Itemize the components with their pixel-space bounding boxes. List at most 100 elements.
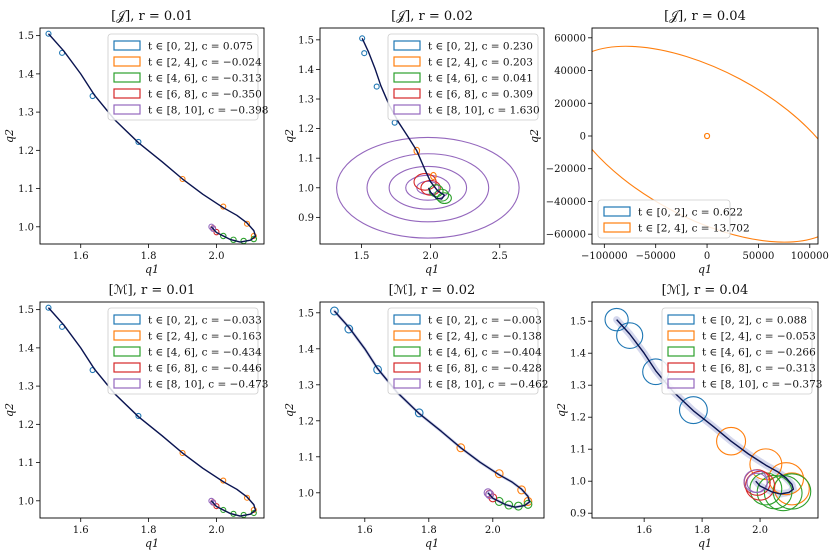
y-tick-label: 1.4 (298, 344, 314, 355)
covariance-ellipse-blue (45, 30, 52, 37)
legend-label: t ∈ [6, 8], c = 0.309 (428, 89, 533, 101)
y-tick-label: 1.0 (18, 496, 34, 507)
legend-label: t ∈ [2, 4], c = 0.203 (428, 57, 533, 69)
legend-box (387, 33, 539, 121)
x-tick-label: 1.8 (694, 525, 710, 536)
legend-swatch-purple (113, 104, 141, 115)
axes-frame (319, 27, 545, 245)
x-tick-label: 1.8 (141, 525, 157, 536)
x-tick-label: 1.6 (73, 251, 89, 262)
plot-area (45, 30, 258, 244)
legend-swatch-blue (603, 206, 631, 217)
y-tick-label: 1.0 (298, 488, 314, 499)
covariance-ellipse-green (220, 506, 227, 514)
legend-label: t ∈ [6, 8], c = −0.350 (148, 89, 262, 101)
panel-title: [𝒥], r = 0.04 (664, 9, 746, 24)
covariance-ellipse-red (213, 503, 220, 510)
covariance-ellipse-purple (336, 136, 520, 239)
y-tick-label: 1.5 (18, 305, 34, 316)
y-tick-label: 1.3 (570, 381, 586, 392)
x-tick-label: 2.0 (423, 251, 439, 262)
covariance-ellipse-orange (716, 426, 747, 456)
x-axis-label: q1 (698, 537, 712, 550)
plot-area (45, 304, 257, 518)
x-tick-label: 1.6 (73, 525, 89, 536)
covariance-ellipse-orange (517, 485, 526, 495)
legend-swatch-orange (393, 56, 421, 67)
y-tick-label: 1.0 (18, 222, 34, 233)
y-tick-label: 1.5 (298, 308, 314, 319)
x-tick-label: 1.8 (421, 525, 437, 536)
x-tick-label: 0 (704, 251, 710, 262)
axes-frame (319, 301, 545, 519)
legend-swatch-purple (393, 104, 421, 115)
y-tick-label: 1.2 (298, 416, 314, 427)
x-tick-label: 2.0 (485, 525, 501, 536)
y-tick-label: 1.3 (18, 108, 34, 119)
legend-swatch-orange (603, 222, 631, 233)
axes-frame (39, 301, 265, 519)
panel-title: [ℳ], r = 0.04 (662, 283, 749, 298)
plot-area (336, 35, 520, 239)
legend-swatch-blue (393, 40, 421, 51)
y-tick-label: 1.1 (18, 184, 34, 195)
covariance-ellipse-blue (359, 35, 366, 42)
legend-box (107, 307, 259, 395)
panel-J004: −100000 −50000 0 50000 100000 −60000 −40000 −20… (528, 9, 829, 276)
y-axis-label: q2 (528, 129, 541, 143)
y-axis-label: q2 (3, 129, 16, 143)
legend-swatch-orange (393, 330, 421, 341)
covariance-ellipse-orange (704, 132, 711, 140)
axes-frame (591, 301, 819, 519)
x-tick-label: 50000 (743, 251, 775, 262)
x-axis-label: q1 (145, 263, 159, 276)
y-tick-label: 1.3 (18, 382, 34, 393)
covariance-ellipse-red (213, 228, 220, 236)
x-tick-label: −50000 (636, 251, 676, 262)
legend: t ∈ [0, 2], c = 0.622 t ∈ [2, 4], c = 13.… (597, 199, 750, 239)
legend-swatch-orange (113, 56, 141, 67)
covariance-ellipse-blue (135, 138, 142, 145)
y-tick-label: 1.1 (18, 458, 34, 469)
covariance-ellipse-purple (746, 472, 768, 493)
y-tick-label: 1.4 (298, 65, 314, 76)
y-tick-label: 0 (580, 132, 586, 143)
legend-label: t ∈ [6, 8], c = −0.446 (148, 363, 262, 375)
y-tick-label: 1.5 (18, 31, 34, 42)
trajectory-line (47, 33, 257, 243)
legend: t ∈ [0, 2], c = −0.033 t ∈ [2, 4], c = −0… (107, 307, 268, 395)
trajectory-line (47, 307, 257, 517)
covariance-ellipse-orange (749, 448, 783, 481)
x-axis-label: q1 (425, 537, 439, 550)
x-axis-label: q1 (425, 263, 439, 276)
y-tick-label: 0.9 (570, 509, 586, 520)
y-axis-label: q2 (555, 403, 568, 417)
y-axis-label: q2 (283, 129, 296, 143)
y-tick-label: −60000 (546, 230, 586, 241)
y-tick-label: 1.0 (298, 183, 314, 194)
y-tick-label: 1.2 (570, 413, 586, 424)
trajectory-line (333, 310, 531, 508)
legend-swatch-orange (667, 330, 695, 341)
x-axis-label: q1 (698, 263, 712, 276)
covariance-ellipse-blue (45, 304, 52, 311)
covariance-ellipse-green (220, 232, 227, 240)
covariance-ellipse-purple (210, 225, 217, 232)
panel-M004: 1.6 1.8 2.0 0.9 1.0 1.1 1.2 1.3 1.4 1.5 [ℳ], r = 0… (555, 283, 822, 550)
covariance-ellipse-orange (592, 45, 818, 243)
legend-swatch-green (393, 346, 421, 357)
legend-label: t ∈ [4, 6], c = 0.041 (428, 73, 533, 85)
y-tick-label: 40000 (554, 66, 586, 77)
trajectory-line (361, 38, 446, 200)
covariance-ellipse-blue (604, 307, 629, 332)
legend-swatch-red (393, 88, 421, 99)
legend-swatch-green (113, 346, 141, 357)
legend-swatch-blue (667, 314, 695, 325)
x-tick-label: 1.6 (636, 525, 652, 536)
legend-swatch-blue (393, 314, 421, 325)
x-tick-label: 100000 (791, 251, 829, 262)
y-tick-label: 20000 (554, 99, 586, 110)
covariance-ellipse-purple (388, 165, 468, 210)
panel-title: [𝒥], r = 0.02 (391, 9, 473, 24)
